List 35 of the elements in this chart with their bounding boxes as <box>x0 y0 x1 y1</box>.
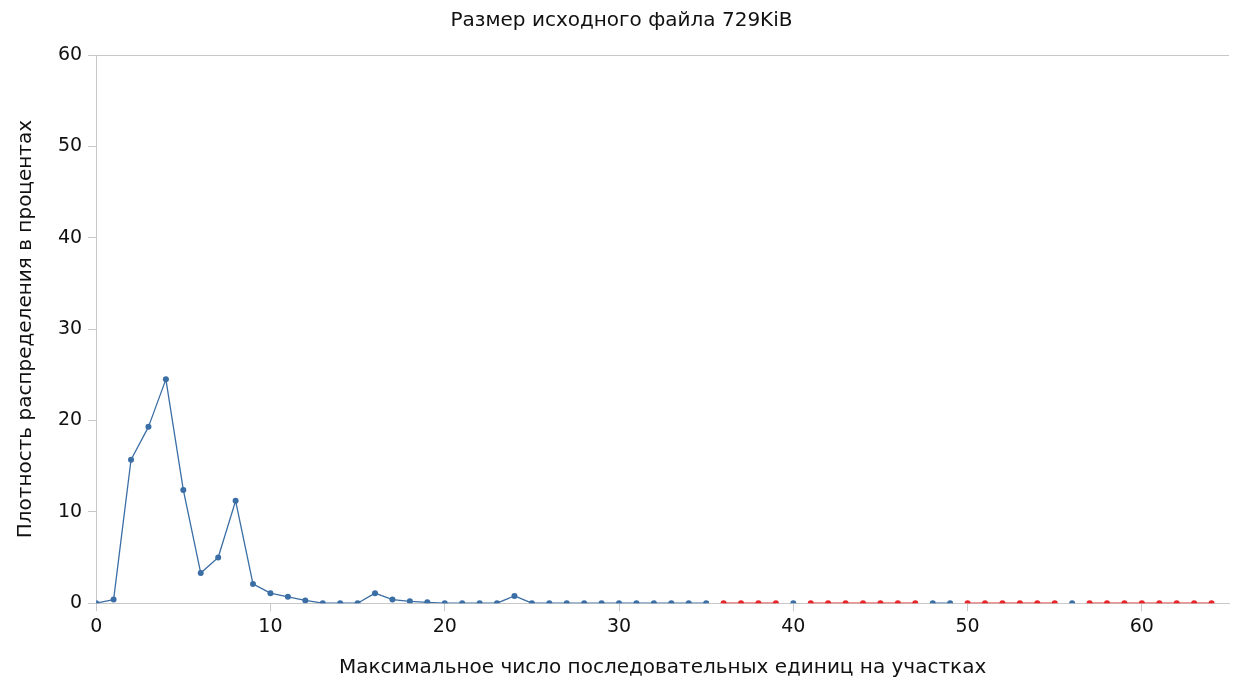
point <box>424 599 431 604</box>
y-tick-label: 60 <box>57 41 83 64</box>
point <box>1104 600 1110 604</box>
point <box>162 376 169 383</box>
point <box>180 486 187 493</box>
y-axis-title: Плотность распределения в процентах <box>12 119 37 539</box>
y-tick-label: 0 <box>70 590 83 613</box>
point <box>250 581 257 588</box>
y-tick-label: 10 <box>57 498 83 521</box>
point <box>110 596 117 603</box>
point <box>128 456 135 463</box>
y-tick-label: 20 <box>57 407 83 430</box>
point <box>389 596 396 603</box>
x-axis-title: Максимальное число последовательных единиц на участках <box>338 654 987 679</box>
point <box>197 570 204 577</box>
x-tick-label: 40 <box>781 613 806 636</box>
point <box>145 423 152 430</box>
point <box>511 592 518 599</box>
x-tick-label: 50 <box>955 613 980 636</box>
point <box>232 497 239 504</box>
x-tick-label: 30 <box>606 613 632 636</box>
point <box>372 590 379 597</box>
point <box>215 554 222 561</box>
chart-title: Размер исходного файла 729KiB <box>450 7 793 32</box>
point <box>267 590 274 597</box>
y-tick-label: 40 <box>57 224 83 247</box>
x-tick-label: 0 <box>90 613 103 636</box>
x-tick-label: 10 <box>258 613 283 636</box>
y-tick-label: 50 <box>57 133 83 156</box>
point <box>406 598 413 604</box>
point <box>284 593 291 600</box>
x-tick-label: 20 <box>432 613 457 636</box>
x-tick-label: 60 <box>1129 613 1154 636</box>
point <box>302 597 309 604</box>
y-tick-label: 30 <box>57 316 83 339</box>
